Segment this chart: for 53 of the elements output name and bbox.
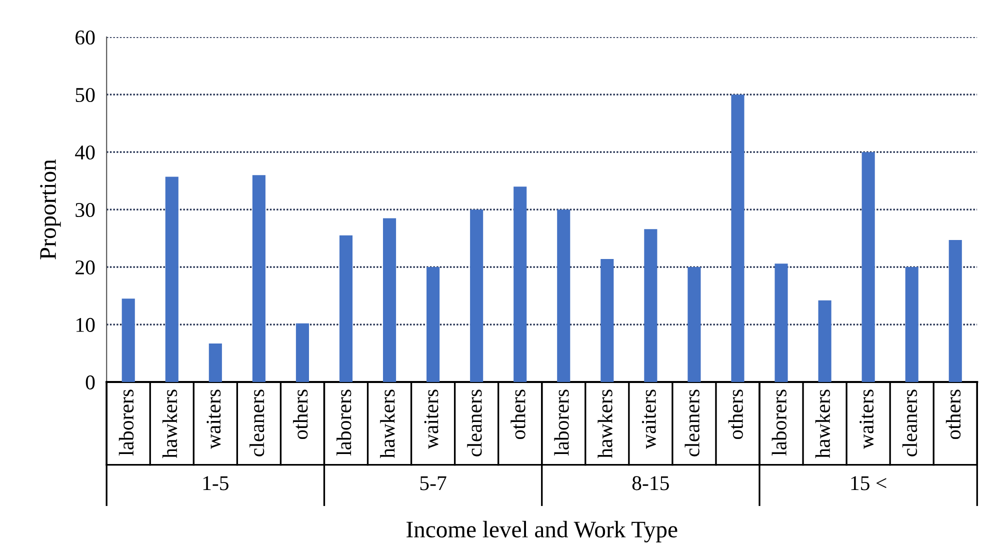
bar	[252, 175, 266, 382]
bar	[948, 240, 962, 382]
x-tick-label: hawkers	[380, 390, 395, 458]
bar	[382, 218, 396, 382]
y-tick-label: 50	[76, 88, 95, 102]
bar	[122, 298, 135, 382]
bar	[688, 267, 701, 382]
x-tick-label: others	[293, 390, 308, 440]
y-tick-label: 20	[76, 260, 95, 274]
x-tick-label: laborers	[118, 390, 134, 456]
y-tick-label: 30	[76, 202, 95, 217]
bar	[208, 344, 222, 382]
bar	[774, 264, 788, 382]
x-tick-label: laborers	[772, 390, 786, 456]
x-tick-label: others	[510, 390, 526, 440]
x-tick-label: hawkers	[815, 390, 830, 458]
bar	[165, 176, 178, 382]
y-tick-label: 60	[76, 30, 95, 45]
bar	[296, 323, 309, 382]
x-tick-label: waiters	[642, 390, 656, 450]
x-axis-title: Income level and Work Type	[406, 520, 678, 542]
bar	[905, 267, 918, 382]
y-tick-label: 40	[75, 145, 95, 160]
x-tick-label: hawkers	[598, 390, 612, 458]
bar	[600, 259, 614, 382]
bar	[731, 94, 744, 382]
x-tick-label: others	[946, 390, 961, 440]
x-tick-label: cleaners	[902, 390, 918, 456]
y-axis-title: Proportion	[40, 159, 61, 260]
x-tick-label: cleaners	[684, 390, 700, 456]
bar	[818, 300, 832, 382]
x-tick-label: waiters	[206, 390, 221, 450]
x-tick-label: laborers	[554, 390, 569, 456]
text: 8-15	[632, 476, 669, 490]
x-tick-label: cleaners	[467, 390, 482, 456]
bar	[557, 210, 570, 382]
x-tick-label: others	[728, 390, 743, 440]
bar	[644, 229, 658, 382]
text: 1-5	[203, 476, 228, 490]
x-tick-label: laborers	[336, 390, 352, 456]
text: 5-7	[420, 476, 446, 490]
bar	[862, 152, 875, 382]
bar	[339, 235, 353, 382]
bar	[514, 186, 527, 382]
y-tick-label: 0	[86, 375, 95, 390]
x-tick-label: waiters	[424, 390, 438, 450]
x-tick-label: waiters	[860, 390, 874, 450]
text: 15 <	[851, 476, 886, 490]
y-tick-label: 10	[76, 318, 95, 332]
x-tick-label: cleaners	[249, 390, 264, 456]
bar	[470, 210, 484, 382]
x-tick-label: hawkers	[162, 390, 178, 458]
bar	[426, 267, 440, 382]
